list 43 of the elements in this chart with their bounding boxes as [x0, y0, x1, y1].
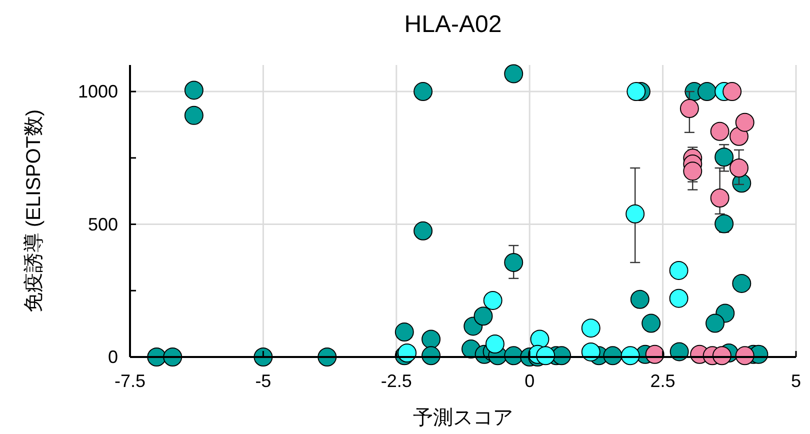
- point: [683, 162, 702, 181]
- point: [504, 253, 524, 272]
- point: [414, 82, 433, 102]
- y-tick-label: 500: [88, 214, 118, 234]
- point: [710, 188, 730, 208]
- point: [581, 318, 600, 338]
- point: [626, 204, 645, 224]
- x-tick-label: 2.5: [650, 371, 676, 391]
- x-tick-label: -5: [255, 371, 272, 391]
- y-axis-title: 免疫誘導 (ELISPOT数): [23, 109, 45, 313]
- point: [642, 314, 661, 333]
- point: [394, 322, 414, 342]
- point: [729, 126, 748, 146]
- point: [680, 99, 699, 118]
- point: [722, 82, 742, 102]
- point: [714, 214, 734, 234]
- point: [669, 260, 688, 280]
- y-tick-label: 1000: [78, 82, 118, 102]
- point: [710, 122, 730, 141]
- point: [626, 82, 646, 102]
- point: [735, 112, 754, 132]
- point: [485, 334, 504, 354]
- x-tick-label: -2.5: [380, 371, 412, 391]
- point: [706, 314, 725, 333]
- point: [414, 221, 433, 240]
- chart-title: HLA-A02: [404, 11, 502, 38]
- point: [732, 274, 752, 293]
- x-tick-label: -7.5: [114, 371, 146, 391]
- point: [184, 106, 204, 125]
- y-tick-label: 0: [108, 347, 118, 367]
- x-tick-label: 5: [790, 371, 802, 391]
- point: [483, 290, 502, 310]
- point: [504, 64, 524, 84]
- point: [714, 148, 734, 167]
- point: [474, 306, 493, 326]
- x-tick-label: 0: [524, 371, 535, 391]
- point: [422, 330, 441, 349]
- x-axis-title: 予測スコア: [413, 407, 513, 429]
- point: [669, 288, 688, 308]
- point: [698, 82, 717, 102]
- point: [184, 80, 204, 100]
- point: [630, 290, 650, 309]
- point: [729, 158, 748, 178]
